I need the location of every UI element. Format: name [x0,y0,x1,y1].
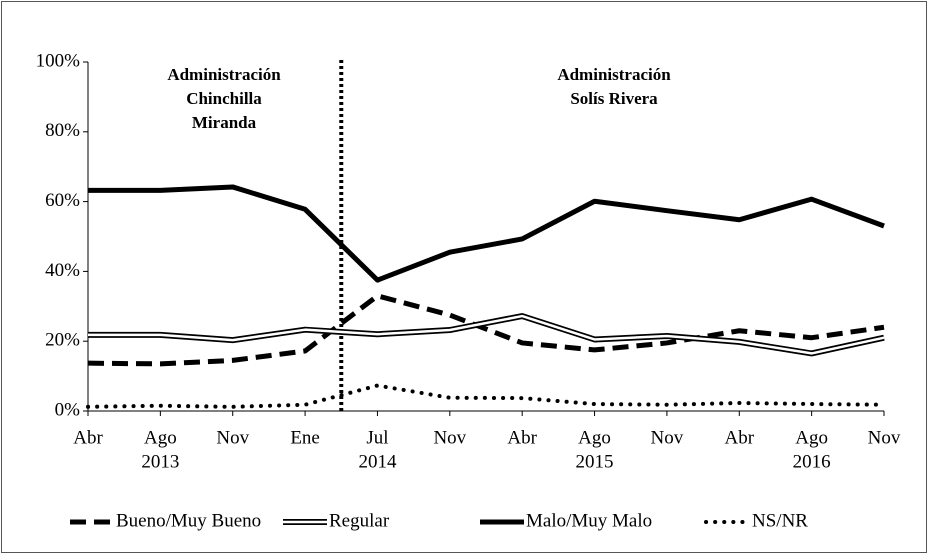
x-tick-label: Nov [651,427,684,448]
x-year-label: 2016 [793,451,831,472]
x-tick-label: Nov [433,427,466,448]
x-year-label: 2015 [576,451,614,472]
legend-label: NS/NR [752,510,808,531]
x-tick-label: Nov [868,427,901,448]
y-tick-label: 60% [45,190,80,211]
series-line-inner [88,314,885,355]
annotation: Miranda [192,113,257,132]
series-line [86,383,886,409]
legend-label: Malo/Muy Malo [526,510,652,531]
x-tick-label: Jul [366,427,388,448]
annotation: Chinchilla [186,89,262,108]
x-year-label: 2013 [141,451,179,472]
legend-label: Bueno/Muy Bueno [116,510,261,531]
x-tick-label: Ago [578,427,611,448]
y-tick-label: 80% [45,120,80,141]
x-tick-label: Ene [290,427,320,448]
annotation: Administración [557,65,671,84]
legend-label: Regular [329,510,390,531]
x-tick-label: Abr [507,427,537,448]
x-year-label: 2014 [358,451,397,472]
x-tick-label: Nov [216,427,249,448]
series-line [87,293,885,367]
y-tick-label: 40% [45,260,80,281]
y-tick-label: 0% [55,399,81,420]
x-tick-label: Ago [144,427,177,448]
x-tick-label: Abr [724,427,754,448]
x-tick-label: Abr [73,427,103,448]
series-line [88,184,885,283]
annotation: Solís Rivera [570,89,658,108]
annotation: Administración [167,65,281,84]
y-tick-label: 100% [36,50,81,71]
y-tick-label: 20% [45,330,80,351]
x-tick-label: Ago [795,427,828,448]
